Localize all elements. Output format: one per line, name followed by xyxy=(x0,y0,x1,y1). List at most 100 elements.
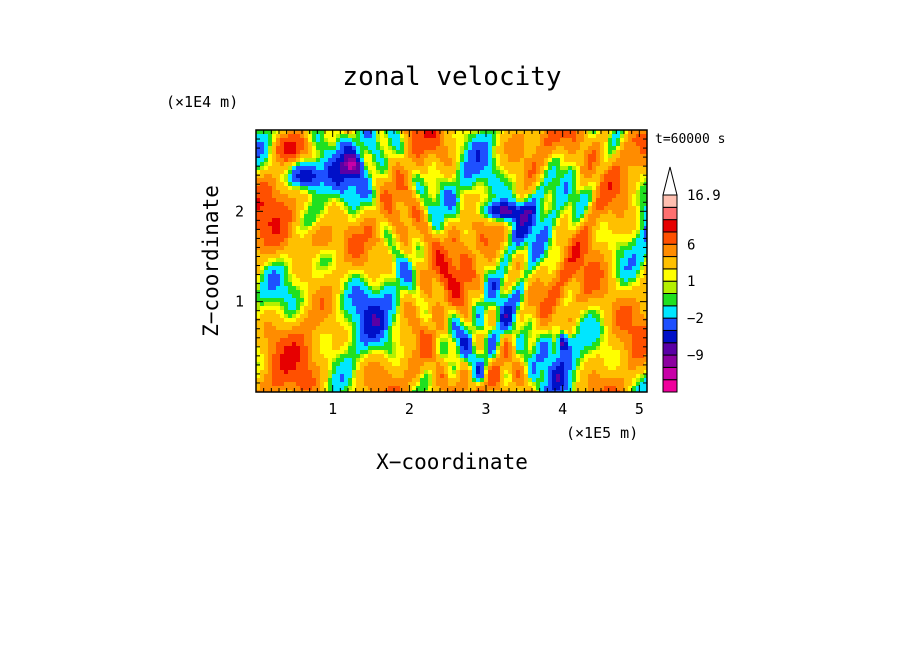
heatmap-cell xyxy=(436,298,441,303)
heatmap-cell xyxy=(548,214,553,219)
heatmap-cell xyxy=(504,198,509,203)
heatmap-cell xyxy=(288,206,293,211)
heatmap-cell xyxy=(404,214,409,219)
heatmap-cell xyxy=(328,266,333,271)
heatmap-cell xyxy=(360,146,365,151)
heatmap-cell xyxy=(296,282,301,287)
heatmap-cell xyxy=(460,286,465,291)
heatmap-cell xyxy=(468,286,473,291)
heatmap-cell xyxy=(356,310,361,315)
heatmap-cell xyxy=(312,330,317,335)
heatmap-cell xyxy=(576,198,581,203)
heatmap-cell xyxy=(584,310,589,315)
heatmap-cell xyxy=(448,282,453,287)
heatmap-cell xyxy=(412,262,417,267)
heatmap-cell xyxy=(480,254,485,259)
heatmap-cell xyxy=(396,150,401,155)
heatmap-cell xyxy=(344,298,349,303)
heatmap-cell xyxy=(376,218,381,223)
heatmap-cell xyxy=(488,158,493,163)
heatmap-cell xyxy=(492,206,497,211)
heatmap-cell xyxy=(432,294,437,299)
heatmap-cell xyxy=(476,330,481,335)
heatmap-cell xyxy=(492,270,497,275)
heatmap-cell xyxy=(408,166,413,171)
heatmap-cell xyxy=(312,210,317,215)
heatmap-cell xyxy=(280,278,285,283)
heatmap-cell xyxy=(560,262,565,267)
heatmap-cell xyxy=(516,298,521,303)
heatmap-cell xyxy=(268,286,273,291)
heatmap-cell xyxy=(560,306,565,311)
heatmap-cell xyxy=(588,218,593,223)
heatmap-cell xyxy=(328,162,333,167)
heatmap-cell xyxy=(452,254,457,259)
heatmap-cell xyxy=(632,182,637,187)
heatmap-cell xyxy=(256,262,261,267)
heatmap-cell xyxy=(368,206,373,211)
heatmap-cell xyxy=(416,178,421,183)
heatmap-cell xyxy=(416,314,421,319)
heatmap-cell xyxy=(416,142,421,147)
heatmap-cell xyxy=(532,142,537,147)
heatmap-cell xyxy=(408,162,413,167)
heatmap-cell xyxy=(512,274,517,279)
heatmap-cell xyxy=(572,282,577,287)
heatmap-cell xyxy=(604,250,609,255)
heatmap-cell xyxy=(372,294,377,299)
heatmap-cell xyxy=(452,326,457,331)
heatmap-cell xyxy=(340,238,345,243)
heatmap-cell xyxy=(256,138,261,143)
heatmap-cell xyxy=(340,138,345,143)
heatmap-cell xyxy=(320,250,325,255)
heatmap-cell xyxy=(444,182,449,187)
heatmap-cell xyxy=(536,250,541,255)
heatmap-cell xyxy=(348,270,353,275)
heatmap-cell xyxy=(388,198,393,203)
heatmap-cell xyxy=(560,194,565,199)
heatmap-cell xyxy=(396,154,401,159)
heatmap-cell xyxy=(304,138,309,143)
heatmap-cell xyxy=(428,130,433,135)
heatmap-cell xyxy=(304,242,309,247)
heatmap-cell xyxy=(296,294,301,299)
heatmap-cell xyxy=(556,186,561,191)
heatmap-cell xyxy=(380,206,385,211)
heatmap-cell xyxy=(260,246,265,251)
heatmap-cell xyxy=(508,290,513,295)
heatmap-cell xyxy=(308,274,313,279)
heatmap-cell xyxy=(480,170,485,175)
heatmap-cell xyxy=(260,150,265,155)
heatmap-cell xyxy=(428,230,433,235)
heatmap-cell xyxy=(472,322,477,327)
heatmap-cell xyxy=(628,326,633,331)
heatmap-cell xyxy=(564,246,569,251)
heatmap-cell xyxy=(596,222,601,227)
heatmap-cell xyxy=(372,326,377,331)
heatmap-cell xyxy=(328,138,333,143)
heatmap-cell xyxy=(640,286,645,291)
heatmap-cell xyxy=(272,146,277,151)
heatmap-cell xyxy=(424,314,429,319)
heatmap-cell xyxy=(492,274,497,279)
heatmap-cell xyxy=(572,166,577,171)
heatmap-cell xyxy=(292,302,297,307)
heatmap-cell xyxy=(344,146,349,151)
heatmap-cell xyxy=(416,278,421,283)
heatmap-cell xyxy=(532,306,537,311)
heatmap-cell xyxy=(500,254,505,259)
heatmap-cell xyxy=(616,318,621,323)
heatmap-cell xyxy=(304,166,309,171)
heatmap-cell xyxy=(480,298,485,303)
heatmap-cell xyxy=(588,326,593,331)
heatmap-cell xyxy=(360,210,365,215)
heatmap-cell xyxy=(540,202,545,207)
heatmap-cell xyxy=(292,258,297,263)
heatmap-cell xyxy=(296,318,301,323)
heatmap-cell xyxy=(632,266,637,271)
heatmap-cell xyxy=(320,170,325,175)
heatmap-cell xyxy=(612,174,617,179)
heatmap-cell xyxy=(644,150,647,155)
heatmap-cell xyxy=(280,286,285,291)
heatmap-cell xyxy=(288,258,293,263)
